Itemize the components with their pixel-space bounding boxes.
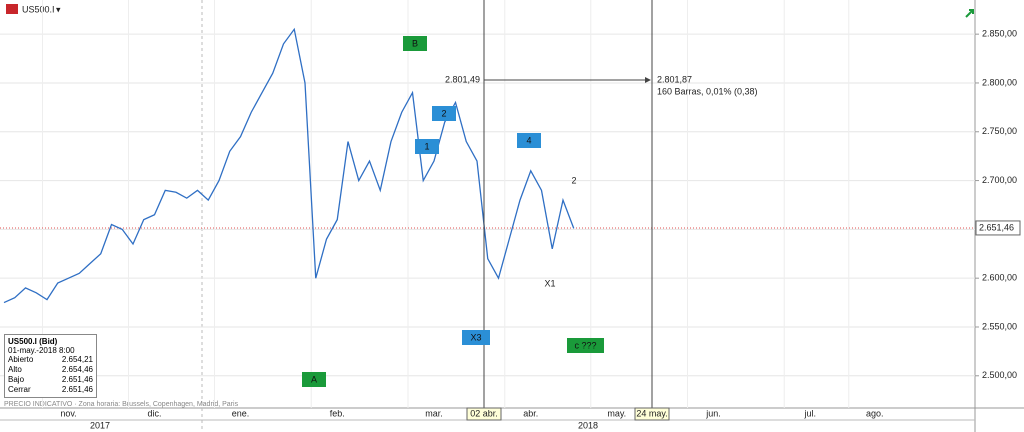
info-key: Cerrar — [8, 385, 31, 394]
wave-label-box — [517, 133, 541, 148]
y-tick-label: 2.600,00 — [982, 273, 1017, 283]
wave-label-box — [432, 106, 456, 121]
wave-label: 1 — [424, 141, 429, 151]
x-tick-label: mar. — [425, 408, 443, 418]
x-tick-label: dic. — [147, 408, 161, 418]
wave-label: A — [311, 374, 317, 384]
measure-end: 2.801,87 — [657, 74, 692, 84]
last-price-label: 2.651,46 — [979, 222, 1014, 232]
info-key: Alto — [8, 365, 22, 374]
x-tick-label: feb. — [330, 408, 345, 418]
price-line — [3, 27, 575, 304]
wave-label-box — [403, 36, 427, 51]
info-row: Abierto 2.654,21 — [8, 355, 93, 365]
info-value: 2.651,46 — [61, 385, 93, 394]
wave-label: B — [412, 38, 418, 48]
x-tick-label: jun. — [705, 408, 721, 418]
wave-note: X1 — [544, 278, 555, 288]
cursor-label-box — [466, 407, 502, 421]
info-key: Bajo — [8, 375, 25, 384]
info-row: Bajo 2.651,46 — [8, 375, 93, 385]
year-label: 2017 — [90, 420, 110, 430]
info-box: US500.I (Bid) 01-may.-2018 8:00 Abierto 2… — [4, 334, 97, 398]
wave-label-box — [302, 372, 326, 387]
info-rows: Abierto 2.654,21 Alto 2.654,46 Bajo 2.651,46 C… — [8, 355, 93, 395]
cursor-label-box — [634, 407, 670, 421]
wave-label-box — [415, 139, 439, 154]
wave-label: 2 — [441, 108, 446, 118]
wave-label: X3 — [470, 332, 481, 342]
symbol-icon — [6, 4, 18, 14]
info-value: 2.654,46 — [61, 365, 93, 374]
info-key: Abierto — [8, 355, 34, 364]
x-tick-label: ene. — [232, 408, 250, 418]
cursor-label: 24 may. — [636, 408, 667, 418]
cursor-label: 02 abr. — [470, 408, 498, 418]
x-tick-label: nov. — [60, 408, 76, 418]
x-tick-label: abr. — [523, 408, 538, 418]
last-price-box — [975, 220, 1021, 236]
dropdown-arrow[interactable]: ▾ — [56, 4, 61, 14]
wave-label-box — [462, 330, 490, 345]
y-tick-label: 2.500,00 — [982, 370, 1017, 380]
measure-arrow — [645, 77, 651, 83]
y-tick-label: 2.850,00 — [982, 29, 1017, 39]
measure-start: 2.801,49 — [445, 74, 480, 84]
info-date: 01-may.-2018 8:00 — [8, 346, 75, 355]
info-row: Cerrar 2.651,46 — [8, 385, 93, 395]
symbol[interactable]: US500.I — [22, 4, 55, 14]
info-row: Alto 2.654,46 — [8, 365, 93, 375]
trend-icon[interactable] — [965, 9, 974, 18]
wave-note: 2 — [571, 175, 576, 185]
info-title: US500.I (Bid) — [8, 337, 58, 346]
y-tick-label: 2.700,00 — [982, 175, 1017, 185]
wave-label-box — [567, 338, 604, 353]
wave-label: 4 — [526, 135, 531, 145]
y-tick-label: 2.750,00 — [982, 126, 1017, 136]
x-tick-label: may. — [607, 408, 626, 418]
info-value: 2.651,46 — [61, 375, 93, 384]
x-tick-label: ago. — [866, 408, 884, 418]
y-tick-label: 2.550,00 — [982, 321, 1017, 331]
x-tick-label: jul. — [803, 408, 816, 418]
footer: PRECIO INDICATIVO · Zona horaria: Brusse… — [4, 401, 239, 408]
y-tick-label: 2.800,00 — [982, 77, 1017, 87]
wave-label: c ??? — [574, 340, 596, 350]
info-value: 2.654,21 — [61, 355, 93, 364]
measure-detail: 160 Barras, 0,01% (0,38) — [657, 86, 758, 96]
year-label: 2018 — [578, 420, 598, 430]
